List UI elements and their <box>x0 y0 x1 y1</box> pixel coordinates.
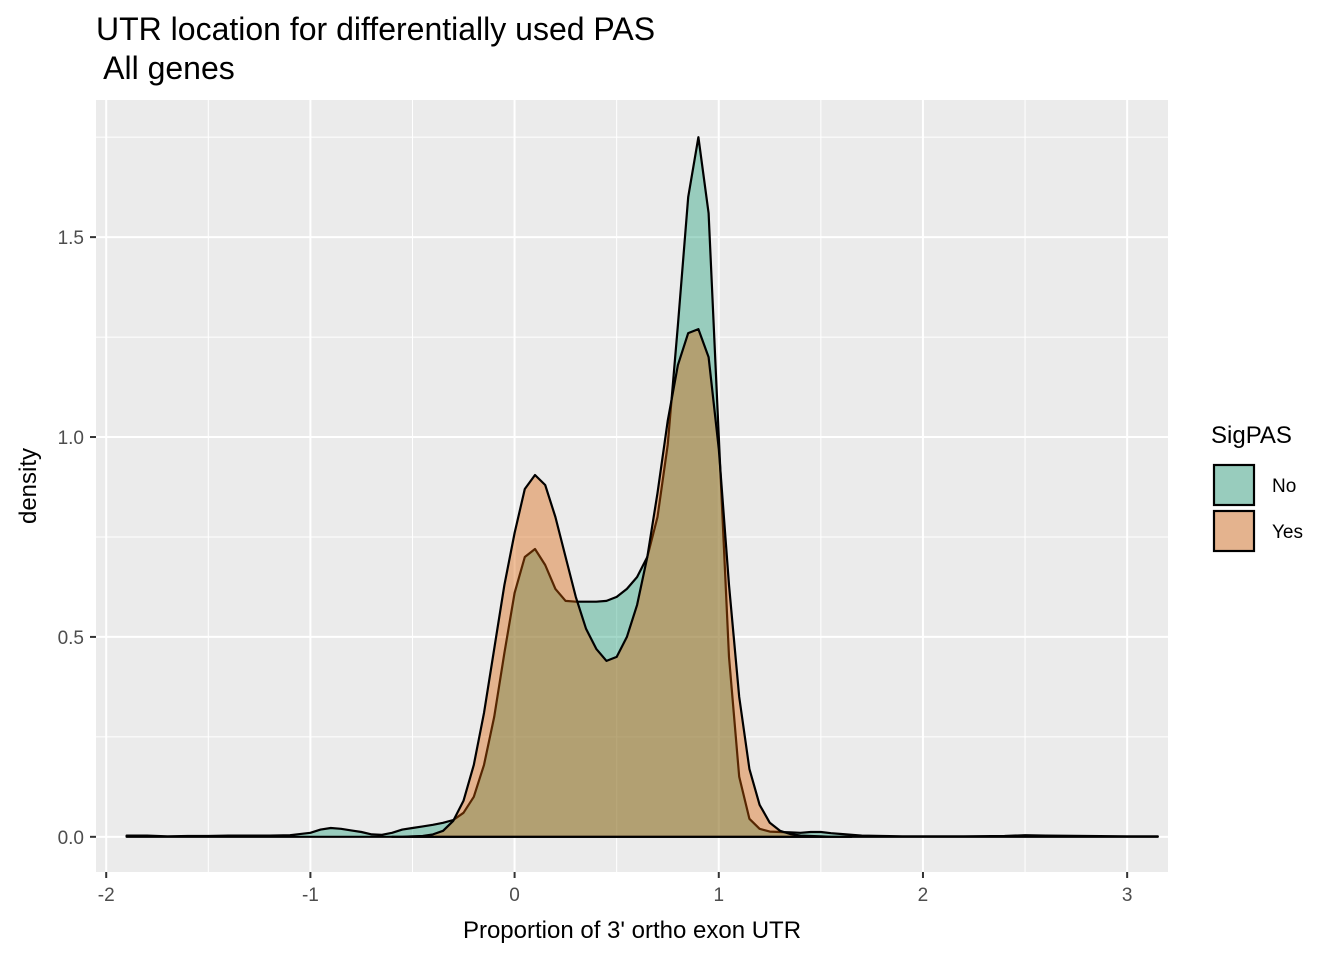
legend-key-bg <box>1213 510 1255 552</box>
x-tick-label: -1 <box>302 885 319 906</box>
density-area-no <box>125 136 1159 838</box>
legend-title: SigPAS <box>1211 422 1292 449</box>
y-tick-label: 0.5 <box>58 628 84 649</box>
minor-gridlines <box>96 100 1168 872</box>
legend-key-no <box>1212 463 1256 507</box>
legend-key-yes <box>1212 509 1256 553</box>
x-tick-label: 2 <box>918 885 929 906</box>
y-axis: 0.0 0.5 1.0 1.5 <box>58 228 96 849</box>
x-tick-label: -2 <box>98 885 115 906</box>
y-axis-title: density <box>15 448 42 524</box>
major-gridlines <box>96 100 1168 872</box>
plot-panel <box>96 100 1168 872</box>
legend-label-yes: Yes <box>1272 522 1303 543</box>
x-tick-label: 1 <box>713 885 724 906</box>
chart-title-line-1: UTR location for differentially used PAS <box>96 11 656 47</box>
density-area-yes <box>391 328 853 838</box>
x-axis-title: Proportion of 3' ortho exon UTR <box>463 917 801 944</box>
legend-key-bg <box>1213 464 1255 506</box>
x-tick-label: 0 <box>509 885 520 906</box>
x-tick-label: 3 <box>1122 885 1133 906</box>
legend-label-no: No <box>1272 476 1296 497</box>
legend: SigPAS No Yes <box>1211 422 1303 553</box>
y-tick-label: 1.5 <box>58 228 84 249</box>
density-areas <box>125 136 1159 838</box>
chart-title-line-2: All genes <box>96 50 235 86</box>
y-tick-label: 1.0 <box>58 428 84 449</box>
y-tick-label: 0.0 <box>58 828 84 849</box>
x-axis: -2 -1 0 1 2 3 <box>98 872 1133 906</box>
